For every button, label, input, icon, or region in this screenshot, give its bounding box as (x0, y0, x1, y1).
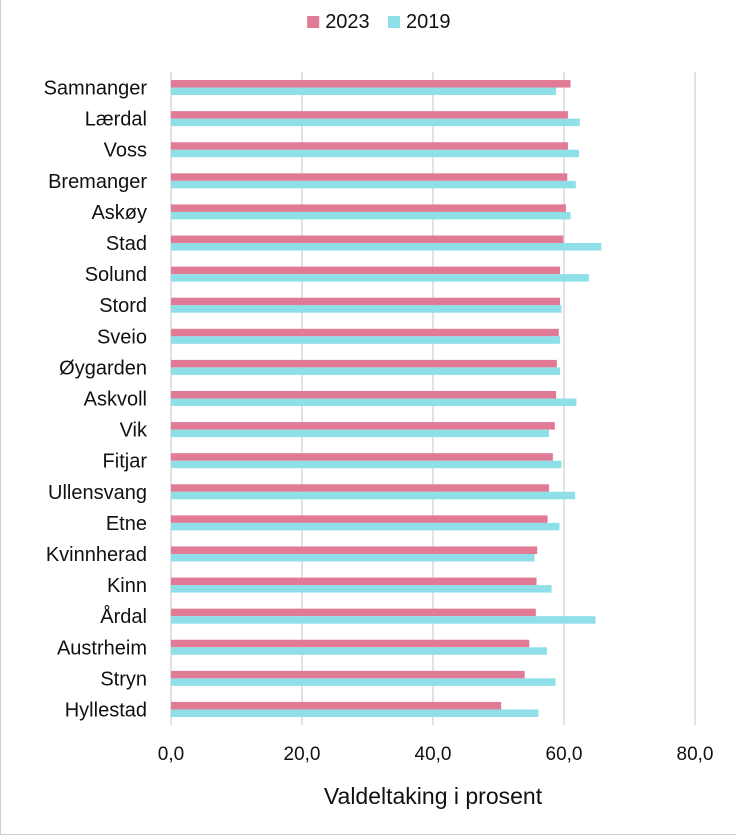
bar-2019-Sveio (171, 336, 561, 344)
bar-2023-Voss (171, 142, 568, 150)
bar-2023-Solund (171, 266, 561, 275)
bar-2023-Samnanger (171, 80, 571, 88)
bar-2019-Vik (171, 429, 549, 438)
category-label: Voss (104, 140, 147, 162)
bar-2023-Ullensvang (171, 484, 549, 492)
bar-2019-Ullensvang (171, 491, 576, 500)
x-axis-title: Valdeltaking i prosent (324, 783, 543, 809)
bar-2019-Etne (171, 522, 560, 531)
category-label: Stad (106, 233, 147, 255)
bar-2023-Kvinnherad (171, 546, 538, 554)
bar-2019-Stryn (171, 678, 556, 686)
bars (171, 80, 602, 717)
bar-2023-Sveio (171, 328, 559, 337)
bar-2019-Hyllestad (171, 709, 539, 717)
category-label: Samnanger (44, 78, 148, 100)
legend-swatch-2023 (307, 16, 320, 28)
bar-2023-Etne (171, 515, 548, 523)
bar-2023-Vik (171, 422, 555, 430)
bar-2019-Fitjar (171, 460, 562, 469)
bar-2023-Lærdal (171, 111, 568, 119)
bar-2023-Øygarden (171, 359, 557, 368)
category-labels: Samnanger Lærdal Voss Bremanger Askøy Stad Sol… (44, 78, 148, 722)
bar-2023-Stryn (171, 670, 525, 679)
category-label: Fitjar (103, 451, 148, 473)
category-label: Stord (99, 295, 147, 317)
category-label: Solund (85, 264, 147, 286)
x-tick-label: 80,0 (677, 744, 714, 765)
bar-2023-Stad (171, 235, 564, 244)
category-label: Årdal (100, 605, 147, 628)
category-label: Kvinnherad (46, 544, 147, 566)
category-label: Etne (106, 513, 147, 535)
bar-2019-Kinn (171, 585, 552, 593)
bar-2023-Fitjar (171, 453, 553, 461)
bar-2019-Samnanger (171, 87, 557, 96)
bar-2019-Stord (171, 305, 562, 313)
bar-2019-Austrheim (171, 647, 547, 655)
category-label: Lærdal (85, 109, 147, 131)
x-tick-label: 60,0 (546, 744, 583, 765)
bar-2023-Askvoll (171, 391, 557, 399)
bar-2023-Austrheim (171, 639, 530, 648)
bar-2019-Askøy (171, 211, 571, 220)
legend-swatch-2019 (388, 16, 400, 28)
category-label: Øygarden (59, 357, 147, 379)
bar-2023-Hyllestad (171, 701, 502, 710)
category-label: Ullensvang (48, 482, 147, 504)
bar-2019-Lærdal (171, 118, 580, 127)
legend-label-2023: 2023 (325, 11, 370, 33)
bar-2019-Kvinnherad (171, 553, 535, 562)
legend-label-2019: 2019 (406, 11, 451, 33)
bar-2019-Bremanger (171, 180, 576, 189)
x-tick-label: 40,0 (415, 744, 452, 765)
category-label: Austrheim (57, 637, 147, 659)
bar-2019-Øygarden (171, 367, 561, 375)
bar-2023-Stord (171, 297, 561, 306)
category-label: Askvoll (84, 389, 147, 411)
category-label: Askøy (91, 202, 147, 224)
bar-2019-Stad (171, 243, 602, 251)
bar-2019-Årdal (171, 616, 596, 624)
category-label: Vik (120, 420, 148, 442)
x-tick-label: 20,0 (284, 744, 321, 765)
bar-2023-Bremanger (171, 173, 568, 181)
category-label: Kinn (107, 575, 147, 597)
bar-2019-Voss (171, 149, 580, 158)
category-label: Stryn (100, 668, 147, 690)
bar-2019-Solund (171, 274, 589, 282)
category-label: Hyllestad (65, 699, 147, 721)
category-label: Bremanger (48, 171, 147, 193)
bar-2023-Askøy (171, 204, 566, 212)
category-label: Sveio (97, 326, 147, 348)
bar-2023-Årdal (171, 608, 536, 617)
bar-2019-Askvoll (171, 398, 577, 406)
bar-2023-Kinn (171, 577, 537, 586)
legend: 2023 2019 (307, 11, 451, 33)
x-tick-label: 0,0 (158, 744, 184, 765)
x-axis-ticks: 0,0 20,0 40,0 60,0 80,0 (158, 744, 714, 765)
